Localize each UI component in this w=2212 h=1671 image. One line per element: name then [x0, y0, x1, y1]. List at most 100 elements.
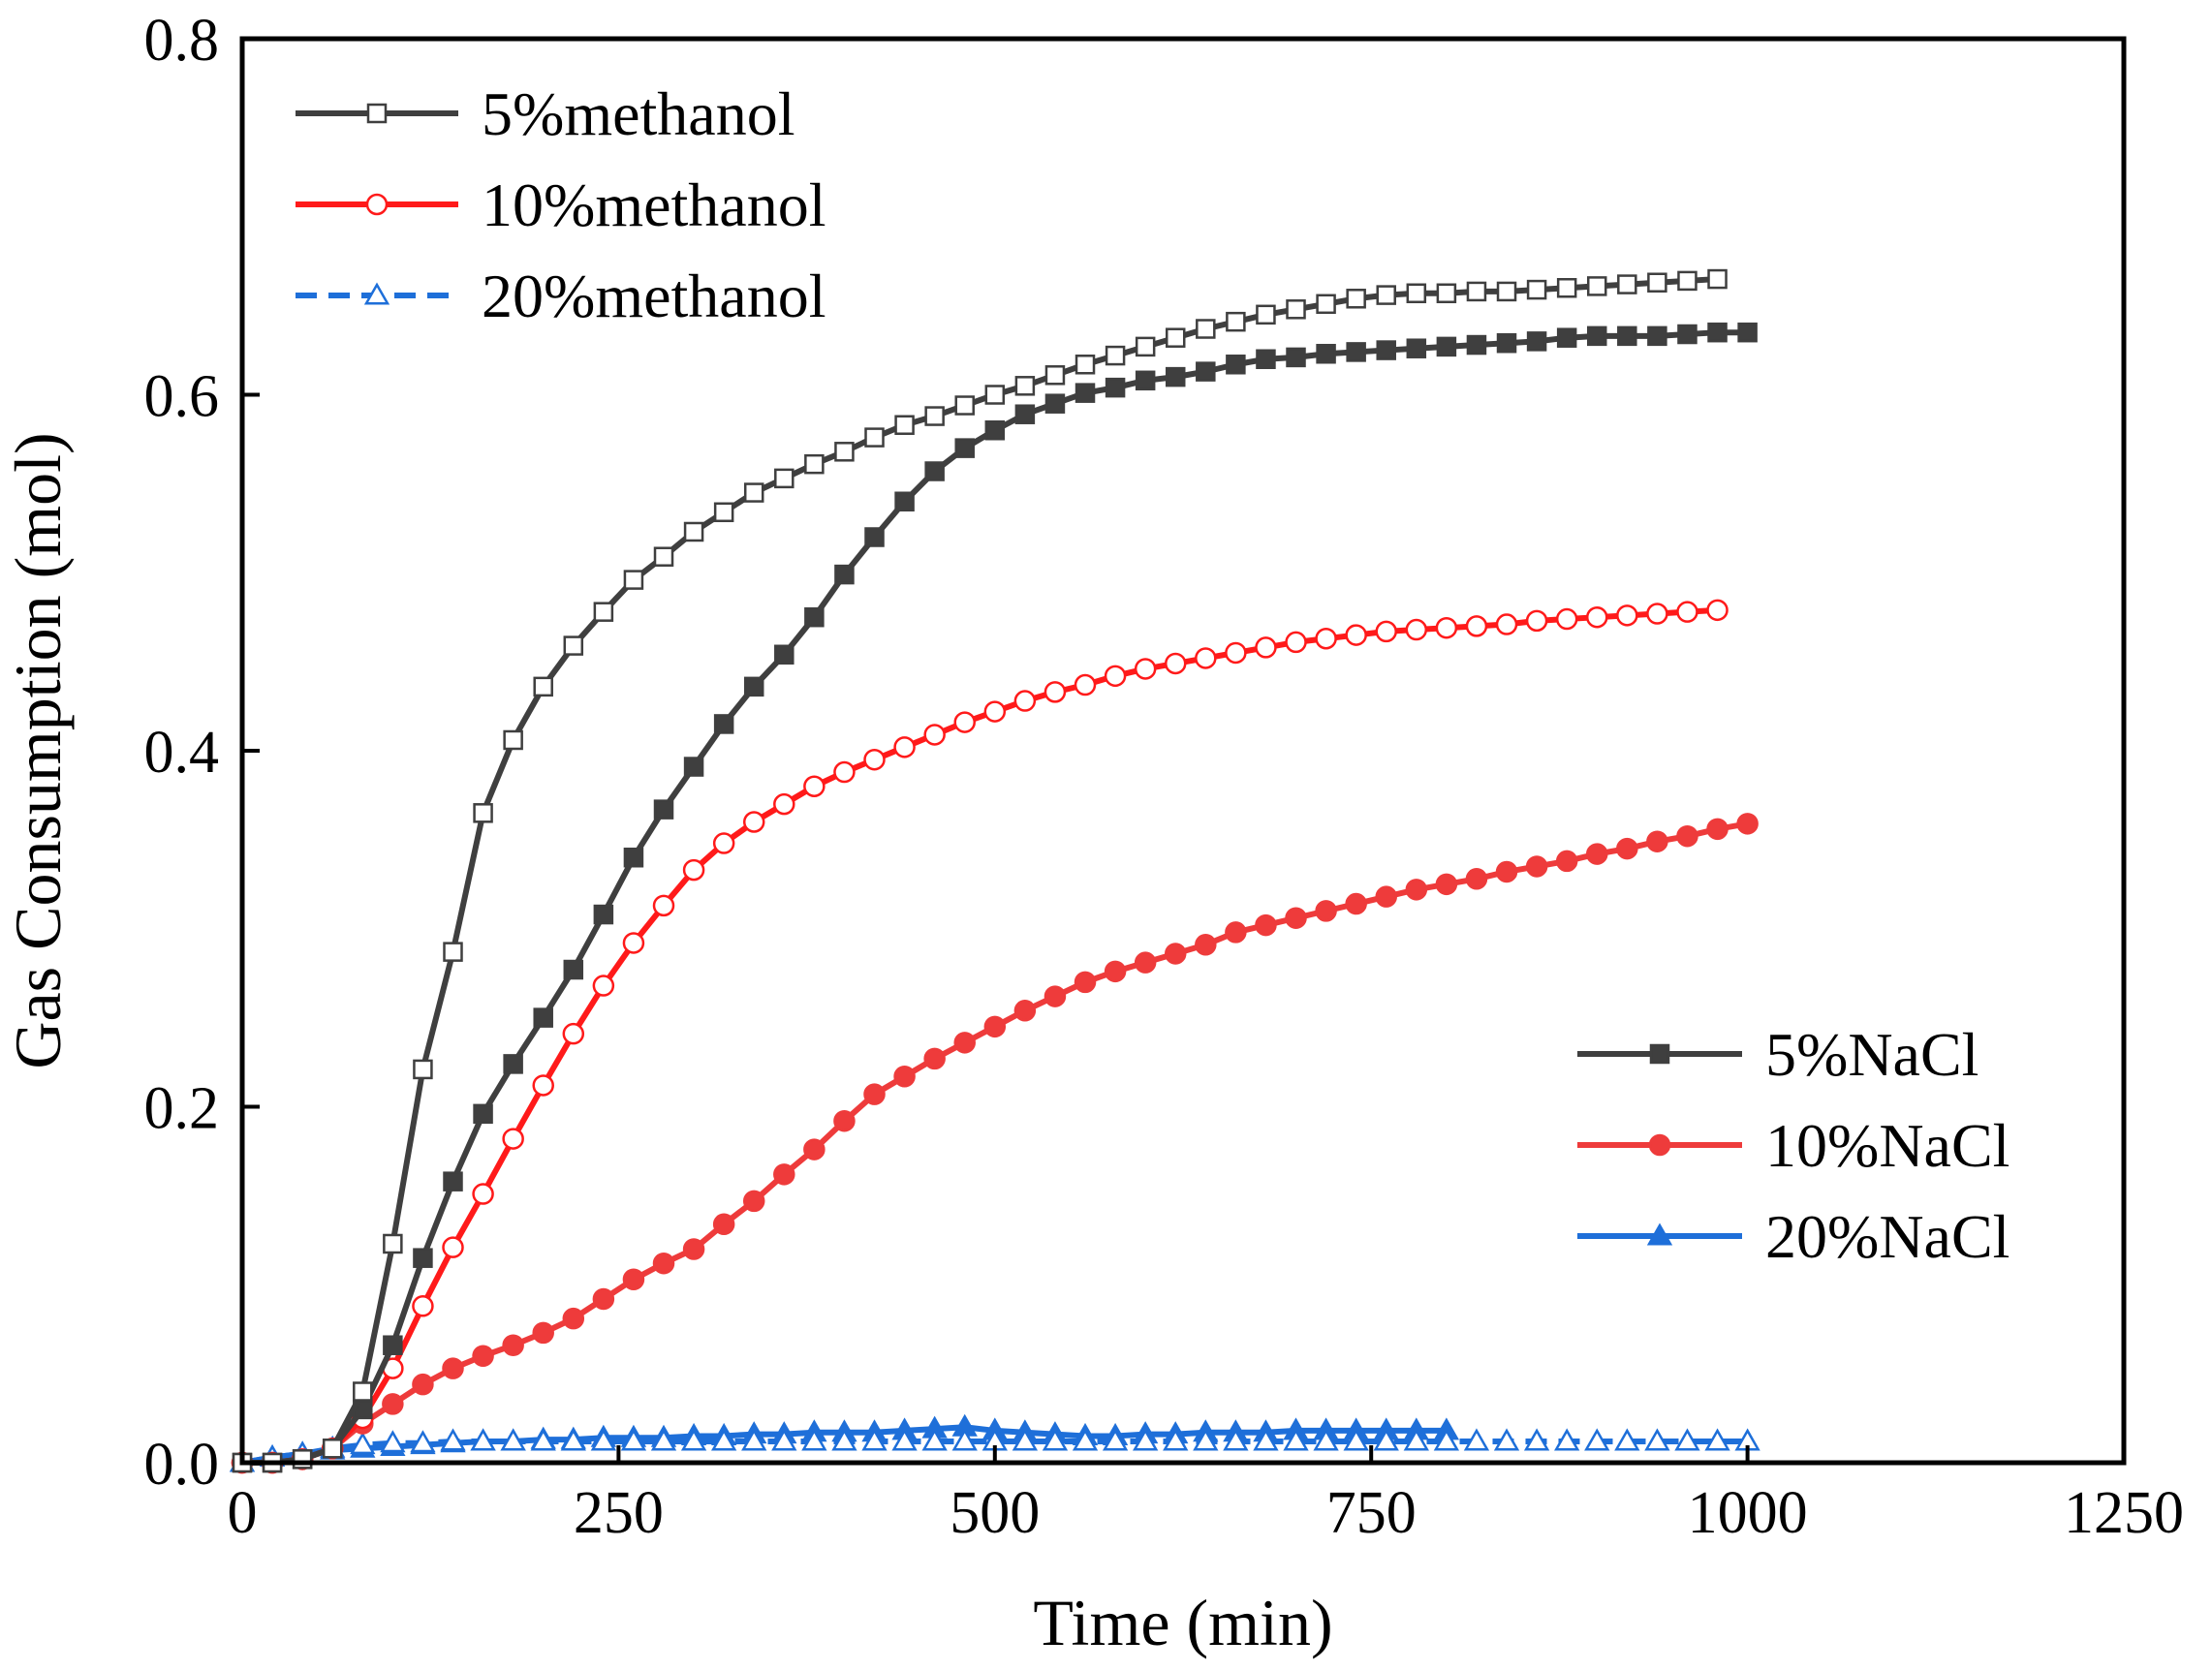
- data-point: [1165, 366, 1186, 387]
- data-point: [1737, 322, 1758, 343]
- data-point: [442, 1236, 464, 1258]
- data-point: [954, 438, 975, 458]
- data-point: [834, 564, 855, 585]
- data-point: [1013, 1000, 1037, 1022]
- data-point: [1704, 1428, 1730, 1451]
- data-point: [1044, 681, 1067, 703]
- data-point: [983, 1015, 1007, 1038]
- data-point: [473, 1103, 493, 1125]
- data-point: [713, 714, 734, 734]
- data-point: [710, 1428, 737, 1451]
- data-point: [712, 1213, 735, 1236]
- data-point: [712, 832, 735, 854]
- data-point: [1646, 603, 1668, 625]
- data-point: [1676, 601, 1698, 623]
- data-point: [380, 1430, 406, 1453]
- data-point: [1193, 1428, 1219, 1451]
- data-point: [1074, 673, 1097, 696]
- data-point: [1585, 843, 1608, 865]
- data-point: [1616, 837, 1638, 860]
- data-point: [1647, 325, 1667, 347]
- data-point: [562, 1307, 585, 1330]
- x-axis-label: Time (min): [1033, 1586, 1332, 1659]
- data-point: [353, 1381, 373, 1402]
- legend-label-5-methanol: 5%methanol: [482, 79, 794, 148]
- data-point: [773, 1163, 795, 1186]
- data-point: [1195, 934, 1217, 956]
- data-point: [713, 502, 734, 523]
- data-point: [1436, 283, 1457, 304]
- data-point: [1345, 892, 1367, 915]
- data-point: [1075, 355, 1096, 375]
- data-point: [1255, 636, 1277, 659]
- data-point: [1556, 327, 1577, 348]
- data-point: [1102, 1428, 1129, 1451]
- data-point: [863, 1083, 886, 1105]
- data-point: [1285, 907, 1307, 929]
- data-point: [894, 491, 915, 511]
- legend-swatch-marker: [1649, 1043, 1670, 1065]
- series-line: [241, 1438, 1748, 1466]
- data-point: [1134, 658, 1157, 680]
- data-point: [1555, 850, 1578, 873]
- data-point: [984, 385, 1006, 405]
- data-point: [412, 1295, 434, 1317]
- data-point: [1072, 1428, 1099, 1451]
- data-point: [1646, 830, 1668, 852]
- data-point: [893, 736, 916, 758]
- data-point: [443, 1171, 463, 1191]
- data-point: [1286, 347, 1306, 368]
- legend-label-5-nacl: 5%NaCl: [1765, 1020, 1978, 1089]
- data-point: [1496, 281, 1517, 302]
- data-point: [1346, 342, 1366, 362]
- data-point: [383, 1335, 403, 1355]
- data-point: [413, 1059, 433, 1080]
- data-point: [1584, 1428, 1610, 1451]
- data-point: [863, 748, 886, 771]
- data-point: [1707, 268, 1728, 290]
- data-point: [1014, 404, 1036, 424]
- series-layer: [229, 268, 1760, 1474]
- data-point: [1163, 1428, 1189, 1451]
- data-point: [1556, 278, 1577, 298]
- data-point: [653, 546, 674, 567]
- data-point: [1165, 327, 1186, 348]
- data-point: [440, 1428, 466, 1451]
- data-point: [742, 1190, 765, 1213]
- data-point: [924, 461, 945, 481]
- data-point: [953, 711, 976, 733]
- data-point: [472, 1345, 494, 1367]
- data-point: [924, 406, 945, 426]
- data-point: [592, 975, 615, 997]
- data-point: [650, 1428, 677, 1451]
- data-point: [1164, 943, 1187, 965]
- data-point: [861, 1428, 888, 1451]
- data-point: [1256, 349, 1276, 369]
- legend-label-10-methanol: 10%methanol: [482, 170, 826, 239]
- data-point: [1223, 1428, 1249, 1451]
- y-tick-label: 0.6: [144, 364, 220, 430]
- data-point: [292, 1449, 313, 1470]
- data-point: [1525, 855, 1548, 878]
- data-point: [1526, 279, 1547, 300]
- data-point: [1225, 641, 1247, 665]
- x-tick-label: 1250: [2064, 1480, 2184, 1546]
- data-point: [442, 1357, 464, 1379]
- y-tick-label: 0.0: [144, 1432, 220, 1498]
- data-point: [743, 482, 764, 503]
- data-point: [864, 527, 885, 547]
- data-point: [1465, 615, 1488, 637]
- data-point: [743, 676, 764, 697]
- data-point: [413, 1248, 433, 1268]
- legend-swatches: [296, 103, 1742, 1246]
- data-point: [622, 1268, 645, 1290]
- data-point: [1736, 813, 1759, 835]
- data-point: [473, 803, 493, 823]
- data-point: [1256, 304, 1276, 325]
- data-point: [1677, 270, 1698, 292]
- data-point: [1555, 607, 1578, 631]
- data-point: [1012, 1428, 1039, 1451]
- data-point: [1405, 879, 1428, 901]
- data-point: [1375, 885, 1397, 908]
- data-point: [1133, 1428, 1159, 1451]
